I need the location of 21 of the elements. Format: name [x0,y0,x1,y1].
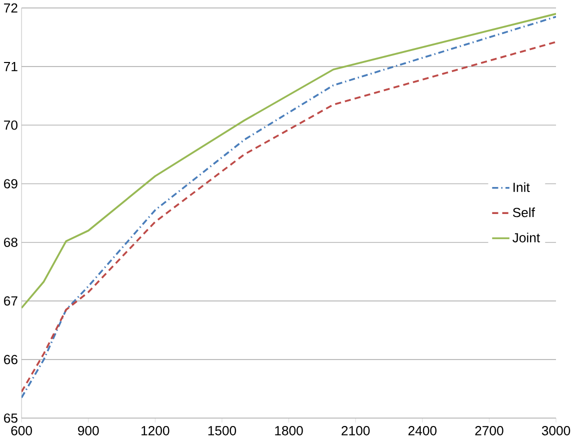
x-tick-label: 3000 [542,426,570,436]
x-tick-label: 2400 [408,426,436,436]
y-tick-label: 67 [4,296,18,306]
x-tick-label: 1500 [208,426,236,436]
x-tick-label: 1200 [142,426,170,436]
y-tick-label: 68 [4,238,18,248]
x-tick-label: 2100 [342,426,370,436]
line-series [22,13,556,310]
legend-label: Init [514,182,530,192]
y-tick-label: 71 [4,62,18,72]
y-tick-label: 70 [4,120,18,130]
y-tick-label: 72 [4,4,18,13]
y-tick-label: 66 [4,355,18,364]
y-tick-label: 69 [4,179,18,189]
legend-label: Joint [512,232,540,243]
legend-label: Self [512,208,535,218]
x-tick-label: 2700 [475,426,504,436]
y-tick-label: 65 [4,414,18,423]
x-tick-label: 1800 [275,426,303,436]
x-tick-label: 900 [78,426,99,436]
x-tick-label: 600 [11,426,32,436]
